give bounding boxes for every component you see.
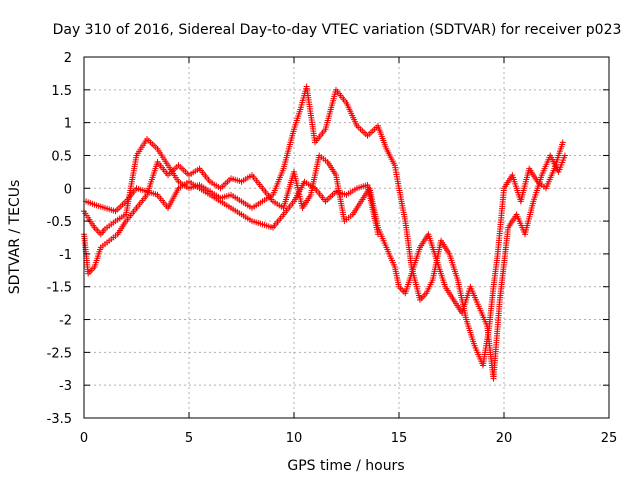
y-tick-label: -3.5 (47, 412, 72, 427)
chart-title: Day 310 of 2016, Sidereal Day-to-day VTE… (53, 22, 622, 38)
x-axis-label: GPS time / hours (287, 458, 404, 474)
y-tick-label: 0 (64, 182, 72, 197)
y-tick-label: -1.5 (47, 281, 72, 296)
x-tick-label: 25 (601, 431, 618, 446)
x-tick-label: 5 (185, 431, 193, 446)
data-point (375, 231, 381, 238)
y-tick-label: 2 (64, 51, 72, 66)
x-tick-label: 10 (286, 431, 303, 446)
y-tick-label: -3 (59, 379, 72, 394)
plot-area-frame (83, 56, 610, 419)
series-track-b (81, 152, 568, 382)
y-tick-label: -0.5 (47, 215, 72, 230)
data-point (561, 152, 568, 159)
axis-ticks (83, 56, 610, 419)
y-axis-label: SDTVAR / TECUs (7, 180, 23, 295)
y-tick-label: -2 (59, 314, 72, 329)
y-tick-label: 1.5 (51, 84, 72, 99)
series-track-c (83, 178, 381, 238)
y-tick-label: 1 (64, 117, 72, 132)
x-tick-label: 0 (80, 431, 88, 446)
y-tick-label: -2.5 (47, 346, 72, 361)
x-tick-label: 15 (391, 431, 408, 446)
data-point (559, 139, 566, 146)
y-tick-label: -1 (59, 248, 72, 263)
y-tick-label: 0.5 (51, 149, 72, 164)
x-tick-label: 20 (496, 431, 513, 446)
grid-lines (84, 57, 609, 418)
tick-labels: 0 5 10 15 20 25 -3.5 -3 -2.5 -2 -1.5 -1 -0.5 0 0.5 1 1.5… (47, 51, 618, 446)
data-series (81, 83, 568, 382)
